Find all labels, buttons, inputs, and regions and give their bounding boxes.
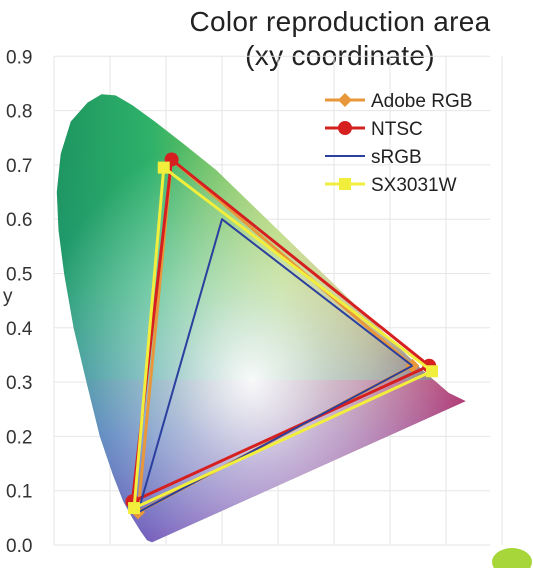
legend-label: SX3031W bbox=[371, 175, 457, 196]
data-point bbox=[157, 161, 170, 174]
series-sx3031w bbox=[128, 161, 438, 515]
y-tick-label: 0.3 bbox=[6, 373, 32, 394]
legend-marker bbox=[339, 178, 351, 190]
y-axis-ticks: 0.9 0.8 0.7 0.6 0.5 0.4 0.3 0.2 0.1 0.0 bbox=[6, 47, 33, 557]
chart-subtitle: (xy coordinate) bbox=[245, 40, 435, 71]
y-axis-label: y bbox=[3, 286, 13, 307]
y-tick-label: 0.9 bbox=[6, 47, 32, 68]
series-line bbox=[132, 166, 433, 510]
legend-marker bbox=[338, 93, 352, 107]
data-point bbox=[426, 365, 438, 378]
y-tick-label: 0.7 bbox=[6, 156, 32, 177]
series-layer bbox=[125, 152, 438, 520]
y-tick-label: 0.2 bbox=[6, 427, 32, 448]
series-srgb bbox=[137, 218, 414, 514]
lime-corner-mark bbox=[492, 548, 532, 568]
data-point bbox=[128, 502, 141, 515]
legend-item-ntsc: NTSC bbox=[325, 119, 423, 140]
y-tick-label: 0.8 bbox=[6, 102, 32, 123]
y-tick-label: 0.1 bbox=[6, 482, 32, 503]
y-tick-label: 0.4 bbox=[6, 319, 33, 340]
legend-label: Adobe RGB bbox=[371, 91, 472, 112]
series-line bbox=[130, 158, 431, 504]
y-tick-label: 0.5 bbox=[6, 265, 32, 286]
legend-item-adobe-rgb: Adobe RGB bbox=[325, 91, 472, 112]
series-line bbox=[137, 218, 414, 514]
y-tick-label: 0.0 bbox=[6, 536, 32, 557]
legend: Adobe RGB NTSC sRGB SX3031W bbox=[325, 91, 472, 196]
legend-item-srgb: sRGB bbox=[325, 147, 422, 168]
chart-title: Color reproduction area bbox=[189, 6, 491, 37]
y-tick-label: 0.6 bbox=[6, 210, 32, 231]
legend-label: NTSC bbox=[371, 119, 423, 140]
legend-label: sRGB bbox=[371, 147, 422, 168]
legend-marker bbox=[338, 121, 352, 135]
legend-item-sx3031w: SX3031W bbox=[325, 175, 457, 196]
